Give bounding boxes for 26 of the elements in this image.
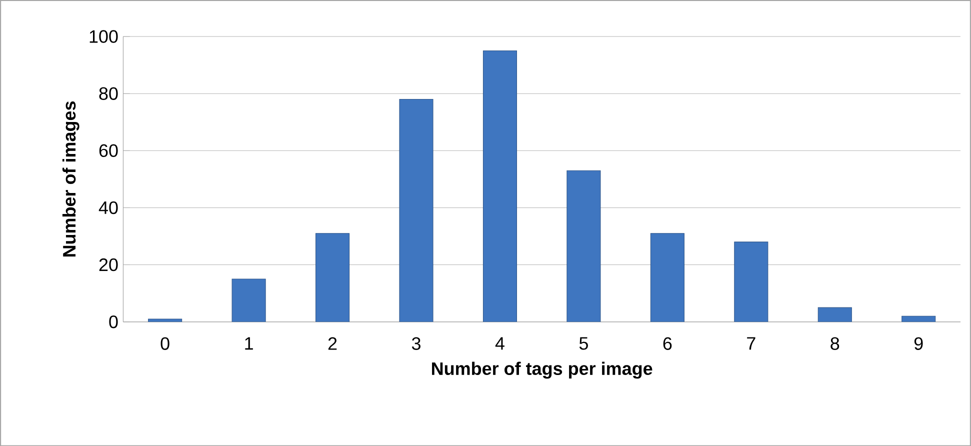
- x-tick-label: 9: [914, 337, 923, 350]
- x-tick-label: 7: [747, 337, 756, 350]
- y-tick-label: 20: [99, 258, 118, 271]
- x-tick-label: 6: [663, 337, 672, 350]
- x-tick-label: 1: [245, 337, 253, 350]
- x-tick-label: 0: [160, 337, 170, 350]
- bar: [566, 170, 601, 322]
- x-tick-label: 4: [495, 337, 504, 350]
- y-tick-label: 0: [109, 315, 118, 328]
- x-tick-label: 2: [328, 337, 337, 350]
- bar: [734, 242, 768, 322]
- bar: [482, 50, 517, 322]
- bar: [316, 232, 350, 322]
- x-tick-label: 3: [412, 337, 420, 350]
- bar: [399, 98, 434, 322]
- y-tick-label: 60: [99, 144, 118, 157]
- x-axis-title: Number of tags per image: [432, 362, 652, 378]
- y-tick-label: 100: [90, 30, 118, 43]
- x-tick-label: 8: [830, 337, 840, 350]
- y-tick-label: 80: [99, 87, 118, 100]
- bar: [818, 307, 852, 322]
- x-tick-label: 5: [579, 337, 588, 350]
- y-tick-label: 40: [98, 201, 118, 214]
- bar: [650, 232, 684, 322]
- y-axis-title: Number of images: [62, 101, 80, 256]
- bar: [232, 278, 266, 322]
